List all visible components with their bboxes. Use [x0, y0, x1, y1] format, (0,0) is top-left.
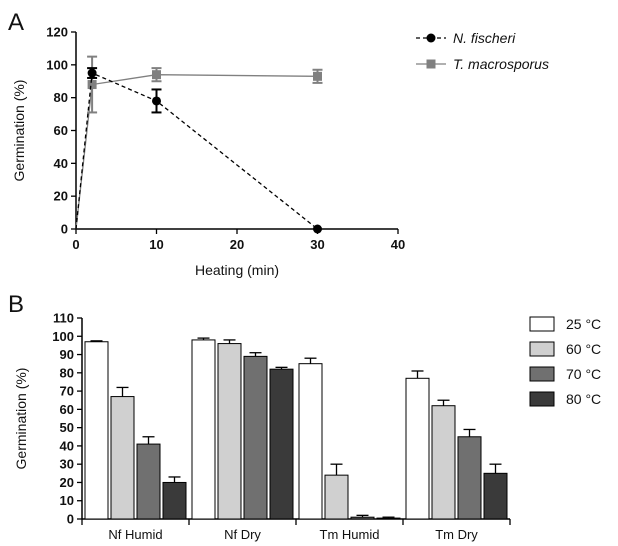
y-tick-label: 50 [60, 420, 74, 435]
bar [243, 355, 268, 520]
legend-label-0: 25 °C [566, 316, 601, 332]
y-tick-label: 80 [60, 365, 74, 380]
y-tick-label: 80 [54, 90, 68, 105]
panel-b-legend: 25 °C 60 °C 70 °C 80 °C [529, 316, 601, 407]
bar [269, 368, 294, 520]
x-tick-label: 0 [72, 237, 79, 252]
data-point [87, 68, 97, 78]
y-tick-label: 30 [60, 457, 74, 472]
bar [191, 339, 216, 520]
bar [431, 405, 456, 520]
data-point [152, 70, 161, 80]
panel-b-letter: B [8, 291, 24, 318]
legend-label-1: 60 °C [566, 341, 601, 357]
data-point [313, 71, 322, 81]
y-tick-label: 10 [60, 493, 74, 508]
y-tick-label: 60 [60, 402, 74, 417]
panel-a-letter: A [8, 9, 24, 36]
y-tick-label: 20 [60, 475, 74, 490]
category-label: Tm Humid [320, 527, 380, 542]
bar [84, 341, 109, 520]
y-axis-title: Germination (%) [11, 80, 27, 182]
y-tick-label: 40 [54, 156, 68, 171]
bar [324, 474, 349, 520]
y-tick-label: 100 [52, 329, 74, 344]
data-point [87, 80, 97, 90]
bar [217, 343, 242, 520]
data-point [152, 96, 161, 106]
bar [483, 472, 508, 520]
y-tick-label: 70 [60, 384, 74, 399]
x-axis-title: Heating (min) [195, 262, 279, 278]
y-tick-label: 120 [46, 25, 68, 40]
y-tick-label: 100 [46, 57, 68, 72]
series-line-0 [75, 72, 318, 230]
legend-label-1: T. macrosporus [453, 56, 549, 72]
category-label: Tm Dry [435, 527, 478, 542]
x-tick-label: 10 [149, 237, 163, 252]
bar [457, 436, 482, 520]
x-tick-label: 30 [310, 237, 324, 252]
y-axis-title: Germination (%) [13, 368, 29, 470]
series-line-1 [75, 74, 318, 230]
bar [405, 377, 430, 520]
bar [350, 516, 375, 520]
legend-marker-1 [426, 59, 436, 69]
bar [136, 443, 161, 520]
legend-label-2: 70 °C [566, 366, 601, 382]
y-tick-label: 0 [61, 222, 68, 237]
category-label: Nf Dry [224, 527, 261, 542]
y-tick-label: 20 [54, 189, 68, 204]
y-tick-label: 90 [60, 347, 74, 362]
y-tick-label: 110 [53, 311, 74, 326]
x-tick-label: 40 [391, 237, 405, 252]
legend-swatch-1 [529, 341, 555, 357]
y-tick-label: 0 [67, 512, 74, 527]
category-label: Nf Humid [108, 527, 162, 542]
panel-b-chart: 0 10 20 30 40 50 60 70 80 90 100 110 Nf Humid Nf Dry T… [13, 311, 511, 542]
legend-marker-0 [426, 33, 436, 43]
bar [162, 481, 187, 520]
panel-a-legend: N. fischeri T. macrosporus [416, 30, 549, 72]
panel-a-chart: 0 20 40 60 80 100 120 0 10 20 30 40 Heating (min) Ger… [11, 25, 405, 279]
x-tick-label: 20 [230, 237, 244, 252]
bar [376, 517, 401, 520]
data-point [313, 224, 322, 234]
bar [298, 363, 323, 520]
legend-swatch-2 [529, 366, 555, 382]
legend-swatch-0 [529, 316, 555, 332]
legend-label-3: 80 °C [566, 391, 601, 407]
legend-swatch-3 [529, 391, 555, 407]
y-tick-label: 60 [54, 123, 68, 138]
bar [110, 396, 135, 520]
legend-label-0: N. fischeri [453, 30, 516, 46]
y-tick-label: 40 [60, 438, 74, 453]
